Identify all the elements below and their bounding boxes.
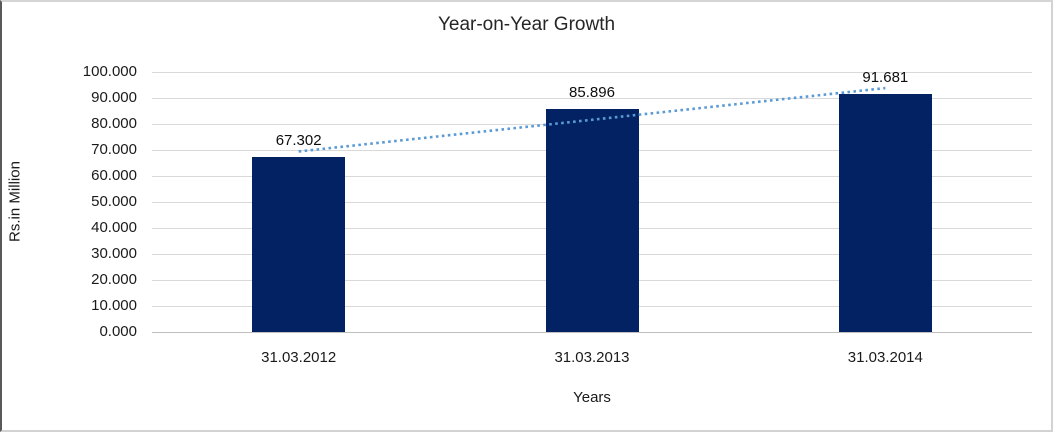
y-axis-tick-label: 0.000	[99, 323, 137, 340]
y-axis-tick-label: 100.000	[82, 63, 137, 80]
y-axis-tick-label: 50.000	[91, 193, 137, 210]
y-axis-tick-label: 90.000	[91, 89, 137, 106]
data-label: 91.681	[862, 68, 909, 86]
x-axis-tick-label: 31.03.2013	[554, 349, 630, 366]
gridline	[152, 98, 1032, 99]
y-axis-tick-label: 40.000	[91, 219, 137, 236]
x-axis-title: Years	[573, 389, 611, 406]
bar-31.03.2012	[252, 157, 346, 332]
y-axis-tick-label: 80.000	[91, 115, 137, 132]
y-axis-tick-label: 10.000	[91, 297, 137, 314]
data-label: 67.302	[275, 132, 322, 149]
bar-31.03.2014	[838, 93, 932, 332]
gridline	[152, 332, 1032, 333]
plot-area: 67.302 85.896 91.681	[152, 68, 1032, 333]
x-axis-tick-label: 31.03.2012	[261, 349, 337, 366]
y-axis-tick-label: 20.000	[91, 271, 137, 288]
gridline	[152, 72, 1032, 73]
chart-title: Year-on-Year Growth	[437, 14, 616, 35]
y-axis-tick-label: 70.000	[91, 141, 137, 158]
y-axis-title: Rs.in Million	[6, 161, 24, 242]
y-axis-tick-label: 30.000	[91, 245, 137, 262]
trendline	[298, 86, 886, 153]
x-axis-tick-label: 31.03.2014	[847, 349, 923, 366]
y-axis-tick-label: 60.000	[91, 167, 137, 184]
data-label: 85.896	[569, 83, 615, 101]
bar-31.03.2013	[545, 108, 639, 332]
